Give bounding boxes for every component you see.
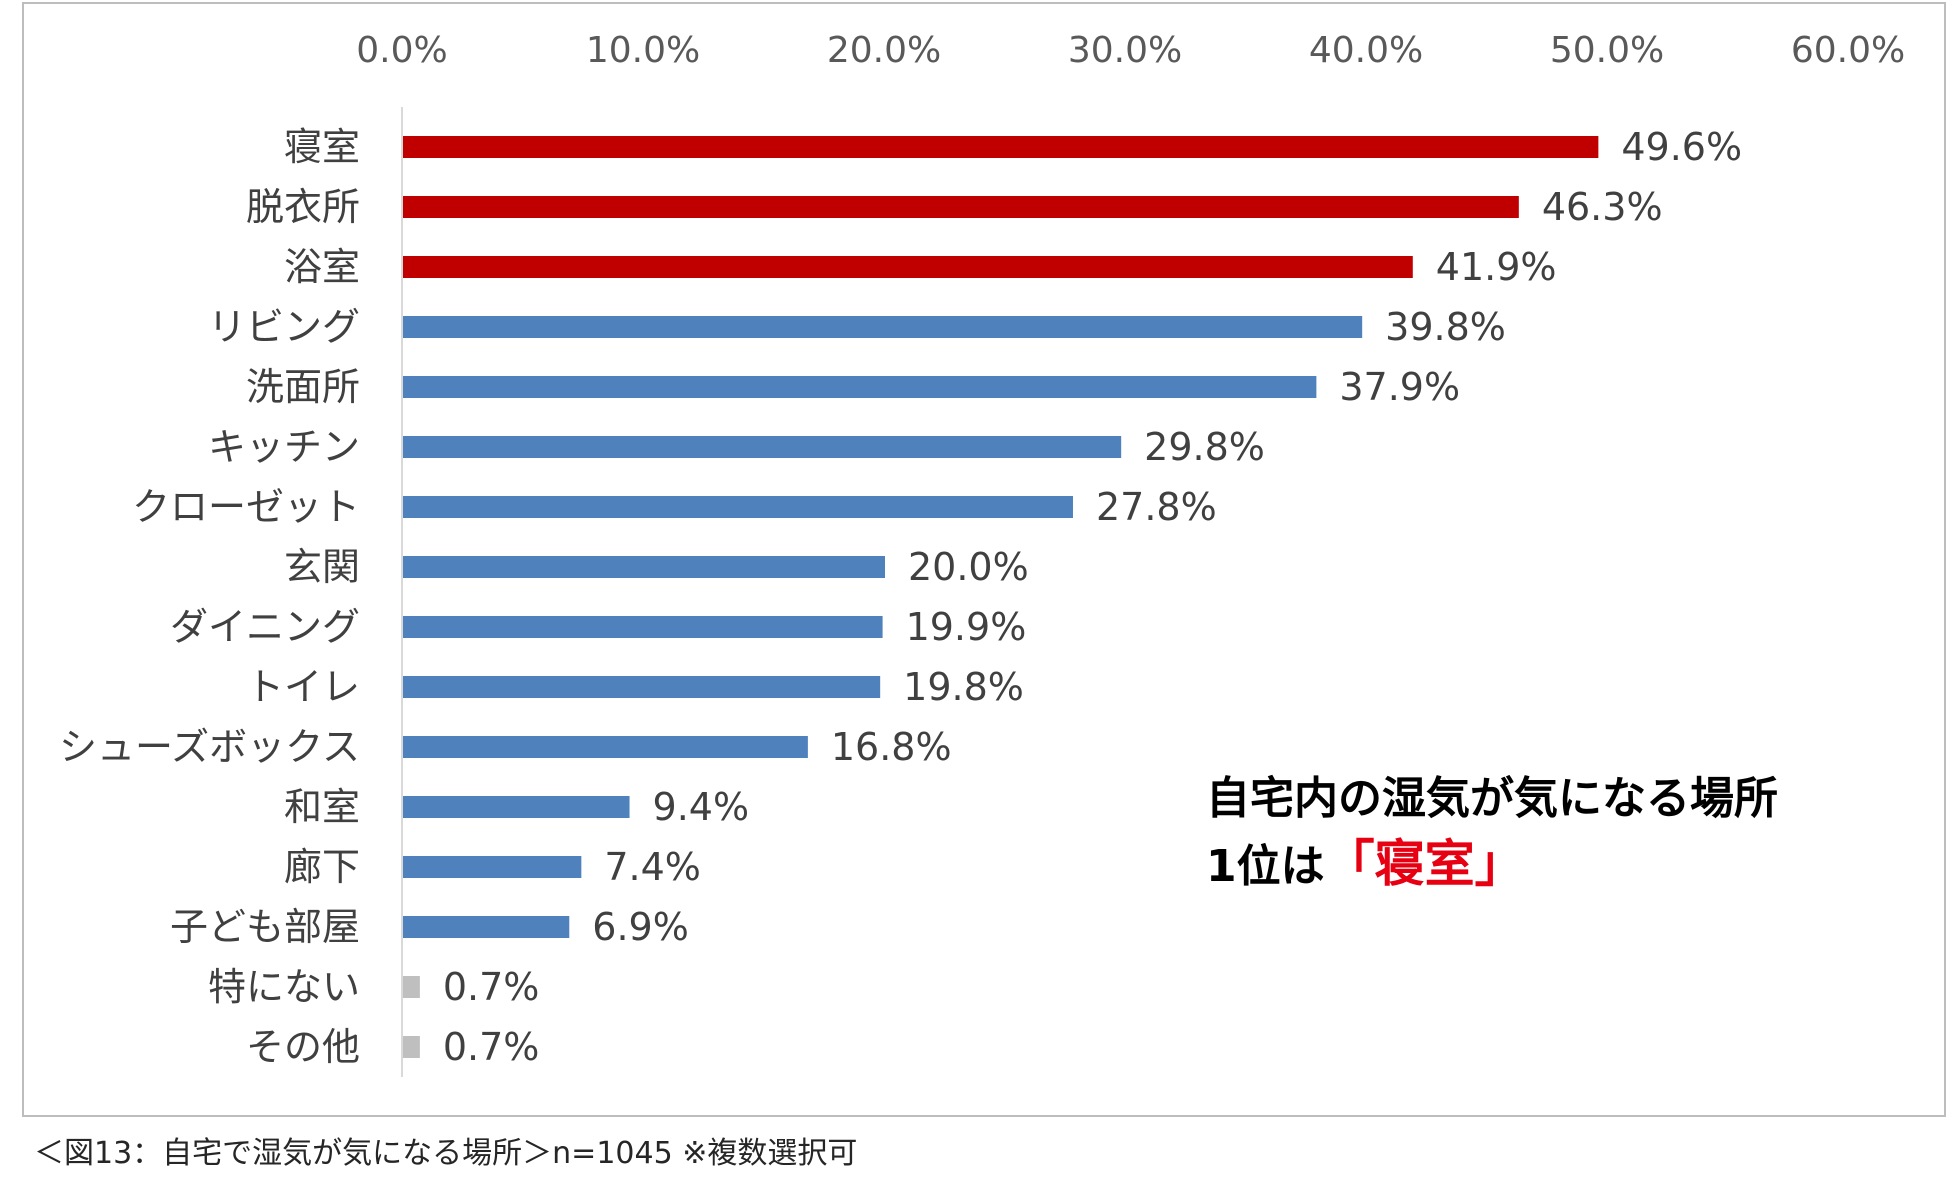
category-label: 浴室 — [284, 245, 360, 289]
bar — [403, 496, 1073, 518]
callout-prefix: 1位は — [1206, 841, 1325, 892]
value-label: 20.0% — [908, 545, 1029, 589]
category-label: 玄関 — [284, 545, 360, 589]
value-label: 9.4% — [653, 785, 750, 829]
category-label: その他 — [246, 1025, 360, 1069]
bar — [403, 256, 1413, 278]
callout-title: 自宅内の湿気が気になる場所 — [1206, 773, 1778, 824]
value-label: 0.7% — [443, 965, 540, 1009]
value-label: 19.9% — [906, 605, 1027, 649]
category-label: 子ども部屋 — [170, 905, 360, 949]
bar — [403, 976, 420, 998]
bar — [403, 556, 885, 578]
callout-subtitle: 1位は「寝室」 — [1206, 824, 1525, 896]
x-tick-label: 60.0% — [1791, 30, 1905, 71]
bar — [403, 916, 570, 938]
bar — [403, 796, 630, 818]
category-label: 和室 — [284, 785, 360, 829]
callout-highlight: 「寝室」 — [1324, 835, 1525, 893]
value-label: 29.8% — [1144, 425, 1265, 469]
bar-chart: 0.0% 10.0% 20.0% 30.0% 40.0% 50.0% 60.0% 寝室 49.6… — [59, 30, 1905, 1077]
x-tick-label: 10.0% — [586, 30, 700, 71]
category-label: リビング — [208, 305, 360, 349]
category-label: 洗面所 — [246, 365, 360, 409]
category-label: ダイニング — [170, 605, 360, 649]
category-label: 脱衣所 — [246, 185, 360, 229]
bar — [403, 436, 1122, 458]
x-tick-label: 40.0% — [1309, 30, 1423, 71]
value-label: 19.8% — [903, 665, 1024, 709]
x-tick-label: 30.0% — [1068, 30, 1182, 71]
value-label: 0.7% — [443, 1025, 540, 1069]
category-label: シューズボックス — [59, 725, 360, 769]
category-label: 特にない — [208, 965, 360, 1009]
bar — [403, 136, 1599, 158]
bar — [403, 736, 808, 758]
value-label: 37.9% — [1339, 365, 1460, 409]
x-tick-label: 20.0% — [827, 30, 941, 71]
value-label: 7.4% — [604, 845, 701, 889]
category-label: 廊下 — [284, 845, 360, 889]
x-tick-label: 0.0% — [356, 30, 447, 71]
bar — [403, 316, 1363, 338]
category-label: 寝室 — [284, 125, 360, 169]
category-label: トイレ — [246, 665, 360, 709]
value-label: 41.9% — [1436, 245, 1557, 289]
bar — [403, 376, 1317, 398]
value-label: 16.8% — [831, 725, 952, 769]
bar — [403, 1036, 420, 1058]
value-label: 39.8% — [1385, 305, 1506, 349]
bar — [403, 616, 883, 638]
category-label: キッチン — [208, 425, 360, 469]
value-label: 6.9% — [592, 905, 689, 949]
chart-frame: 0.0% 10.0% 20.0% 30.0% 40.0% 50.0% 60.0% 寝室 49.6… — [22, 2, 1946, 1117]
figure-caption: ＜図13：自宅で湿気が気になる場所＞n=1045 ※複数選択可 — [34, 1136, 858, 1171]
bar — [403, 196, 1519, 218]
x-tick-label: 50.0% — [1550, 30, 1664, 71]
value-label: 27.8% — [1096, 485, 1217, 529]
value-label: 46.3% — [1542, 185, 1663, 229]
category-label: クローゼット — [132, 485, 360, 529]
bar — [403, 676, 881, 698]
bar — [403, 856, 582, 878]
value-label: 49.6% — [1621, 125, 1742, 169]
